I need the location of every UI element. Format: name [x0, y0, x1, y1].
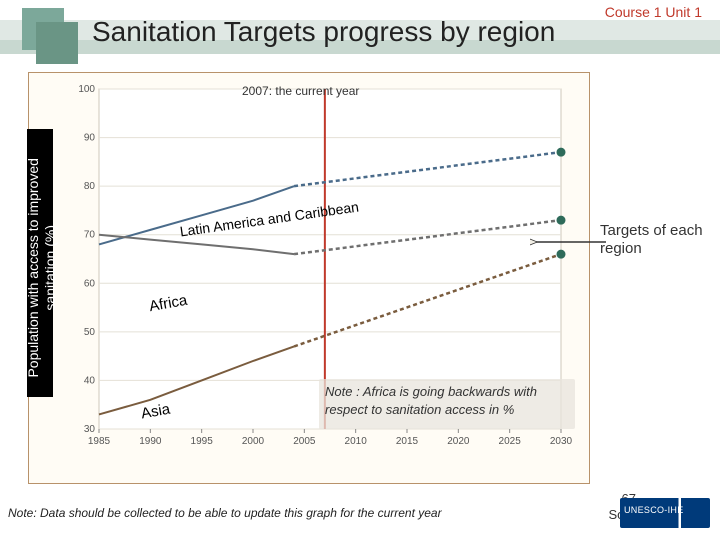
svg-text:60: 60 [84, 278, 96, 289]
svg-text:2010: 2010 [345, 436, 368, 447]
targets-arrow-icon [530, 230, 610, 254]
svg-text:2030: 2030 [550, 436, 573, 447]
svg-text:2025: 2025 [499, 436, 522, 447]
header-square-front [36, 22, 78, 64]
svg-text:1995: 1995 [191, 436, 214, 447]
svg-text:100: 100 [78, 84, 95, 95]
svg-text:2015: 2015 [396, 436, 419, 447]
unesco-ihe-logo [620, 498, 710, 528]
note-box-text: Note : Africa is going backwards with re… [325, 383, 575, 418]
svg-text:1990: 1990 [139, 436, 162, 447]
svg-text:1985: 1985 [88, 436, 111, 447]
course-tag: Course 1 Unit 1 [605, 4, 702, 20]
svg-text:50: 50 [84, 327, 96, 338]
chart-container: Population with access to improved sanit… [28, 72, 590, 484]
svg-text:40: 40 [84, 375, 96, 386]
page-title: Sanitation Targets progress by region [92, 16, 555, 48]
svg-text:2000: 2000 [242, 436, 265, 447]
footnote: Note: Data should be collected to be abl… [8, 506, 442, 520]
svg-text:80: 80 [84, 181, 96, 192]
svg-text:90: 90 [84, 133, 96, 144]
svg-text:70: 70 [84, 230, 96, 241]
svg-text:30: 30 [84, 424, 96, 435]
svg-text:2020: 2020 [447, 436, 470, 447]
svg-text:2005: 2005 [293, 436, 316, 447]
current-year-label: 2007: the current year [242, 85, 362, 99]
targets-label: Targets of each region [600, 222, 710, 258]
y-axis-label: Population with access to improved sanit… [25, 137, 59, 399]
